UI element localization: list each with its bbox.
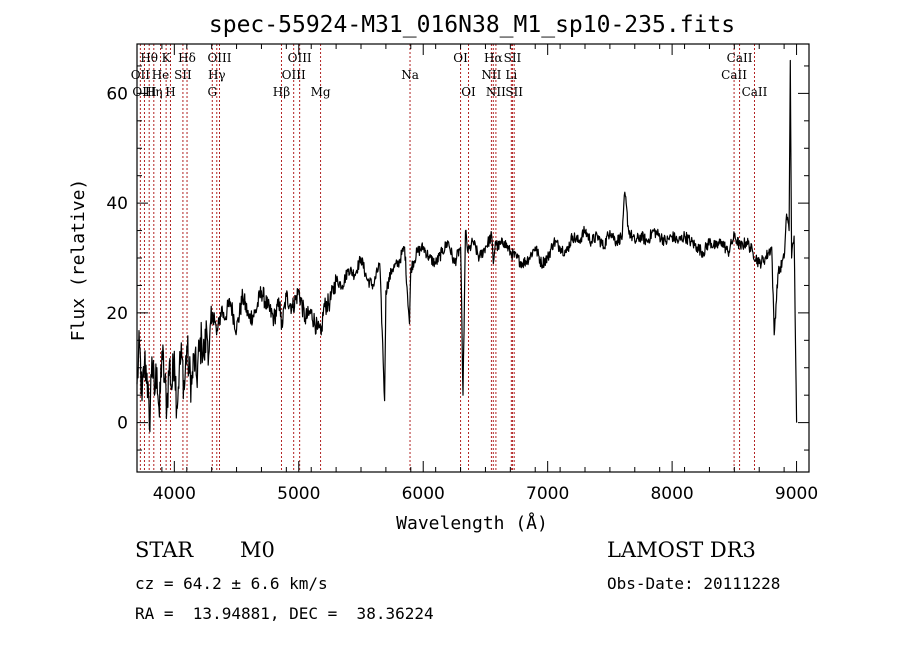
spectral-line-label: Li — [505, 68, 517, 82]
observation-date: Obs-Date: 20111228 — [607, 574, 781, 593]
spectral-line-label: OIII — [132, 85, 156, 99]
spectral-line-label: Hθ — [140, 51, 158, 65]
x-tick-label: 7000 — [526, 484, 569, 504]
y-tick-label: 40 — [106, 194, 128, 214]
spectral-line-label: CaII — [727, 51, 753, 65]
spectrum-series-line — [136, 59, 798, 433]
spectral-line-label: SII — [504, 51, 522, 65]
spectral-line-label: He — [152, 68, 170, 82]
coordinates: RA = 13.94881, DEC = 38.36224 — [135, 604, 434, 623]
spectral-line-labels: Hθ OII OIII K He Hη SII H Hδ OIII Hγ G Hβ OIII OIII Mg N… — [131, 51, 768, 99]
y-tick-label: 0 — [117, 414, 128, 434]
object-class: STAR — [135, 538, 194, 562]
spectral-line-label: CaII — [721, 68, 747, 82]
chart-title: spec-55924-M31_016N38_M1_sp10-235.fits — [209, 12, 735, 38]
redshift-cz: cz = 64.2 ± 6.6 km/s — [135, 574, 328, 593]
spectral-line-label: Na — [401, 68, 419, 82]
spectral-line-label: OIII — [288, 51, 312, 65]
survey-name: LAMOST DR3 — [607, 538, 756, 562]
spectral-line-label: Hβ — [273, 85, 290, 99]
spectral-line-label: H — [165, 85, 175, 99]
spectral-line-label: OII — [131, 68, 151, 82]
spectral-line-label: CaII — [742, 85, 768, 99]
spectral-line-label: OIII — [207, 51, 231, 65]
spectral-line-label: Mg — [311, 85, 331, 99]
spectral-line-label: G — [207, 85, 217, 99]
spectral-line-label: Hγ — [208, 68, 226, 82]
plot-frame — [136, 43, 810, 473]
x-tick-label: 9000 — [775, 484, 818, 504]
x-tick-label: 5000 — [277, 484, 320, 504]
spectral-line-label: Hα — [484, 51, 503, 65]
y-tick-label: 20 — [106, 304, 128, 324]
y-axis-label: Flux (relative) — [68, 179, 89, 342]
spectral-line-label: OIII — [282, 68, 306, 82]
spectral-line-label: NII — [481, 68, 501, 82]
spectral-line-label: SII — [505, 85, 523, 99]
object-subclass: M0 — [240, 538, 275, 562]
spectral-line-label: K — [162, 51, 172, 65]
x-axis-label: Wavelength (Å) — [396, 512, 548, 534]
spectral-line-label: Hδ — [178, 51, 196, 65]
spectral-line-label: NII — [486, 85, 506, 99]
spectral-line-label: SII — [174, 68, 192, 82]
y-tick-label: 60 — [106, 84, 128, 104]
x-tick-label: 6000 — [402, 484, 445, 504]
x-axis: 4000 5000 6000 7000 8000 9000 — [136, 44, 818, 504]
spectral-line-markers — [139, 44, 755, 472]
spectral-line-label: OI — [453, 51, 468, 65]
y-axis: 0 20 40 60 — [106, 65, 809, 451]
x-tick-label: 4000 — [153, 484, 196, 504]
spectral-line-label: Hη — [145, 85, 163, 99]
x-tick-label: 8000 — [650, 484, 693, 504]
spectral-line-label: OI — [461, 85, 476, 99]
